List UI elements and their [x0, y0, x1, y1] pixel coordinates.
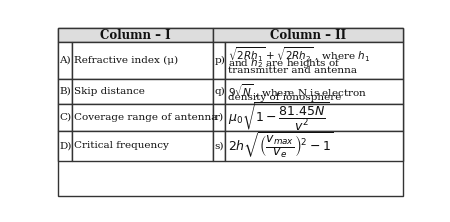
- Text: density of ionosphere: density of ionosphere: [228, 93, 341, 102]
- Text: q): q): [214, 87, 225, 96]
- Bar: [225, 79, 404, 104]
- Bar: [58, 28, 213, 42]
- Text: A): A): [59, 56, 71, 65]
- Text: C): C): [59, 113, 72, 122]
- Bar: [58, 131, 72, 161]
- Text: Skip distance: Skip distance: [74, 87, 145, 96]
- Text: Critical frequency: Critical frequency: [74, 141, 169, 151]
- Text: s): s): [214, 141, 224, 151]
- Text: Column – I: Column – I: [100, 29, 171, 42]
- Bar: [72, 79, 213, 104]
- Text: $9\sqrt{N}$ , where N is electron: $9\sqrt{N}$ , where N is electron: [228, 83, 366, 100]
- Text: $2h\sqrt{\left(\dfrac{v_{max}}{v_e}\right)^2-1}$: $2h\sqrt{\left(\dfrac{v_{max}}{v_e}\righ…: [228, 131, 333, 161]
- Text: $\sqrt{2Rh_1}+\sqrt{2Rh_2}$ , where $h_1$: $\sqrt{2Rh_1}+\sqrt{2Rh_2}$ , where $h_1…: [228, 46, 370, 64]
- Bar: [225, 42, 404, 79]
- Bar: [213, 131, 225, 161]
- Bar: [213, 42, 225, 79]
- Bar: [213, 104, 225, 131]
- Text: transmitter and antenna: transmitter and antenna: [228, 66, 356, 75]
- Text: $\mu_0\sqrt{1-\dfrac{81.45N}{v^2}}$: $\mu_0\sqrt{1-\dfrac{81.45N}{v^2}}$: [228, 101, 328, 134]
- Text: r): r): [214, 113, 224, 122]
- Text: Refractive index (μ): Refractive index (μ): [74, 56, 178, 65]
- Bar: [72, 42, 213, 79]
- Bar: [72, 131, 213, 161]
- Text: D): D): [59, 141, 72, 151]
- Bar: [213, 28, 404, 42]
- Text: and $h_2$ are heights of: and $h_2$ are heights of: [228, 56, 341, 70]
- Text: Column – II: Column – II: [270, 29, 346, 42]
- Bar: [58, 104, 72, 131]
- Text: Coverage range of antenna: Coverage range of antenna: [74, 113, 217, 122]
- Bar: [58, 79, 72, 104]
- Text: B): B): [59, 87, 71, 96]
- Bar: [225, 104, 404, 131]
- Bar: [225, 131, 404, 161]
- Bar: [58, 42, 72, 79]
- Text: p): p): [214, 56, 225, 65]
- Bar: [213, 79, 225, 104]
- Bar: [72, 104, 213, 131]
